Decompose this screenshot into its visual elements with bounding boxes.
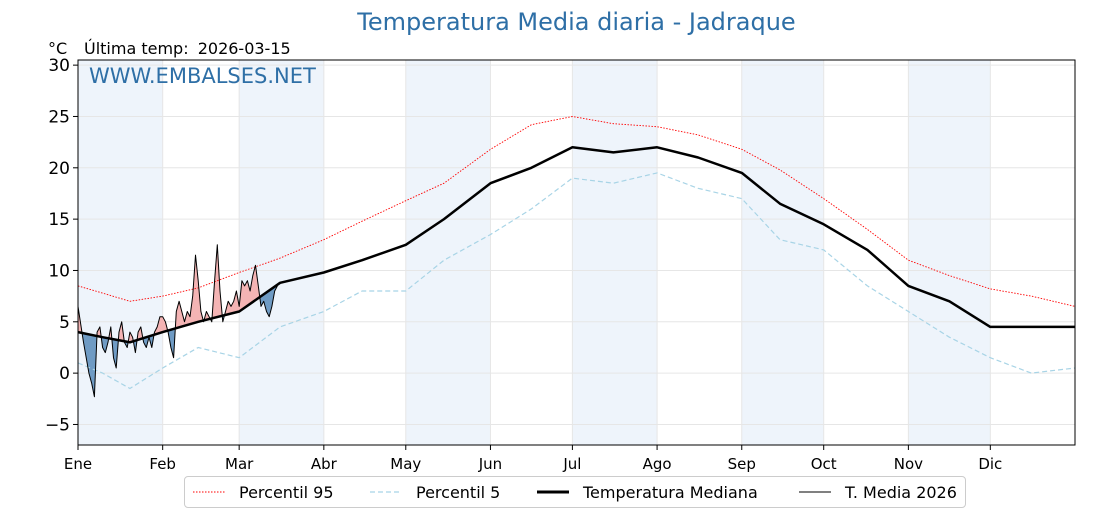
site-watermark: WWW.EMBALSES.NET: [89, 64, 316, 88]
x-tick-label: Ene: [64, 455, 92, 473]
month-bands: [78, 60, 991, 445]
x-tick-label: Dic: [978, 455, 1002, 473]
x-tick-label: Sep: [728, 455, 756, 473]
legend-label-current: T. Media 2026: [845, 482, 957, 502]
x-tick-label: Nov: [894, 455, 923, 473]
x-tick-label: Ago: [643, 455, 672, 473]
series-lines: [77, 116, 1076, 398]
month-band-nov: [908, 60, 991, 445]
x-tick-label: Abr: [311, 455, 338, 473]
fill-above-median: [78, 244, 278, 343]
x-tick-label: Jul: [562, 455, 581, 473]
y-tick-label: 10: [48, 261, 70, 281]
y-tick-label: 15: [48, 210, 70, 230]
y-axis-ticks: −5 0 5 10 15 20 25 30: [45, 56, 78, 435]
y-tick-label: 30: [48, 56, 70, 76]
month-band-may: [405, 60, 491, 445]
last-temp-info: Última temp: 2026-03-15: [84, 39, 291, 58]
legend-item-current: T. Media 2026: [799, 482, 957, 502]
y-tick-label: 25: [48, 107, 70, 127]
legend-item-median: Temperatura Mediana: [537, 482, 758, 502]
y-unit-label: °C: [48, 39, 68, 58]
legend-item-p95: Percentil 95: [193, 482, 334, 502]
legend-swatch-current: [799, 491, 831, 493]
legend-swatch-p5: [370, 491, 402, 493]
month-band-jul: [572, 60, 658, 445]
x-tick-label: May: [390, 455, 421, 473]
x-tick-label: Oct: [811, 455, 837, 473]
legend-label-median: Temperatura Mediana: [583, 482, 758, 502]
grid-lines: [77, 60, 1075, 445]
x-axis-ticks: Ene Feb Mar Abr May Jun Jul Ago Sep Oct Nov Dic: [64, 445, 1002, 473]
series-line-current: [77, 244, 278, 398]
x-tick-label: Mar: [225, 455, 254, 473]
chart-legend: Percentil 95 Percentil 5 Temperatura Med…: [184, 476, 966, 508]
series-line-p95: [77, 116, 1076, 307]
series-line-p5: [77, 172, 1076, 390]
legend-swatch-p95: [193, 491, 225, 493]
legend-swatch-median: [537, 490, 569, 494]
last-temp-date: 2026-03-15: [197, 39, 291, 58]
x-tick-label: Feb: [149, 455, 176, 473]
y-tick-label: 0: [59, 364, 70, 384]
plot-frame: [77, 59, 1076, 446]
month-band-sep: [741, 60, 824, 445]
month-band-ene: [78, 60, 163, 445]
month-band-mar: [239, 60, 324, 445]
y-tick-label: −5: [45, 415, 70, 435]
y-tick-label: 5: [59, 313, 70, 333]
chart-title: Temperatura Media diaria - Jadraque: [357, 8, 796, 36]
last-temp-label: Última temp:: [84, 39, 189, 58]
legend-label-p5: Percentil 5: [416, 482, 501, 502]
legend-item-p5: Percentil 5: [370, 482, 500, 502]
legend-label-p95: Percentil 95: [239, 482, 334, 502]
series-line-median: [77, 146, 1075, 344]
y-tick-label: 20: [48, 159, 70, 179]
x-tick-label: Jun: [478, 455, 502, 473]
